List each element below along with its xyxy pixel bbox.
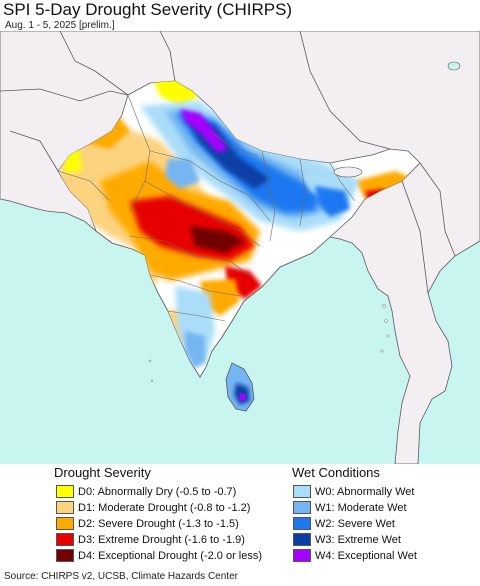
- map-subtitle: Aug. 1 - 5, 2025 [prelim.]: [5, 20, 115, 31]
- state-borders: [57, 94, 356, 322]
- d0-label: D0: Abnormally Dry (-0.5 to -0.7): [78, 485, 237, 498]
- w0-swatch: [293, 485, 311, 498]
- country-borders: [0, 31, 456, 294]
- lake: [447, 61, 461, 71]
- w1-label: W1: Moderate Wet: [315, 501, 407, 514]
- legend-item-d2: D2: Severe Drought (-1.3 to -1.5): [56, 516, 239, 531]
- w4-swatch: [293, 549, 311, 562]
- drought-legend-heading: Drought Severity: [54, 465, 151, 480]
- legend-item-d1: D1: Moderate Drought (-0.8 to -1.2): [56, 500, 250, 515]
- w1-swatch: [293, 501, 311, 514]
- d2-swatch: [56, 517, 74, 530]
- w2-label: W2: Severe Wet: [315, 517, 395, 530]
- legend: Drought Severity Wet Conditions D0: Abno…: [0, 464, 480, 567]
- legend-item-w2: W2: Severe Wet: [293, 516, 395, 531]
- map-title: SPI 5-Day Drought Severity (CHIRPS): [3, 0, 293, 19]
- islands: [148, 304, 390, 383]
- d1-swatch: [56, 501, 74, 514]
- source-credit: Source: CHIRPS v2, UCSB, Climate Hazards…: [4, 571, 238, 582]
- legend-item-d3: D3: Extreme Drought (-1.6 to -1.9): [56, 532, 245, 547]
- d3-label: D3: Extreme Drought (-1.6 to -1.9): [78, 533, 245, 546]
- d3-swatch: [56, 533, 74, 546]
- bhutan-region: [333, 166, 363, 178]
- legend-item-d4: D4: Exceptional Drought (-2.0 or less): [56, 548, 262, 563]
- legend-item-w1: W1: Moderate Wet: [293, 500, 407, 515]
- w3-swatch: [293, 533, 311, 546]
- legend-item-w4: W4: Exceptional Wet: [293, 548, 417, 563]
- legend-item-w0: W0: Abnormally Wet: [293, 484, 414, 499]
- wet-legend-heading: Wet Conditions: [292, 465, 380, 480]
- w3-label: W3: Extreme Wet: [315, 533, 401, 546]
- d4-swatch: [56, 549, 74, 562]
- drought-map: [0, 31, 480, 464]
- legend-item-w3: W3: Extreme Wet: [293, 532, 401, 547]
- w4-label: W4: Exceptional Wet: [315, 549, 417, 562]
- w2-swatch: [293, 517, 311, 530]
- w0-label: W0: Abnormally Wet: [315, 485, 415, 498]
- sri-lanka: [225, 362, 255, 412]
- d0-swatch: [56, 485, 74, 498]
- d1-label: D1: Moderate Drought (-0.8 to -1.2): [78, 501, 251, 514]
- d4-label: D4: Exceptional Drought (-2.0 or less): [78, 549, 263, 562]
- d2-label: D2: Severe Drought (-1.3 to -1.5): [78, 517, 239, 530]
- legend-item-d0: D0: Abnormally Dry (-0.5 to -0.7): [56, 484, 236, 499]
